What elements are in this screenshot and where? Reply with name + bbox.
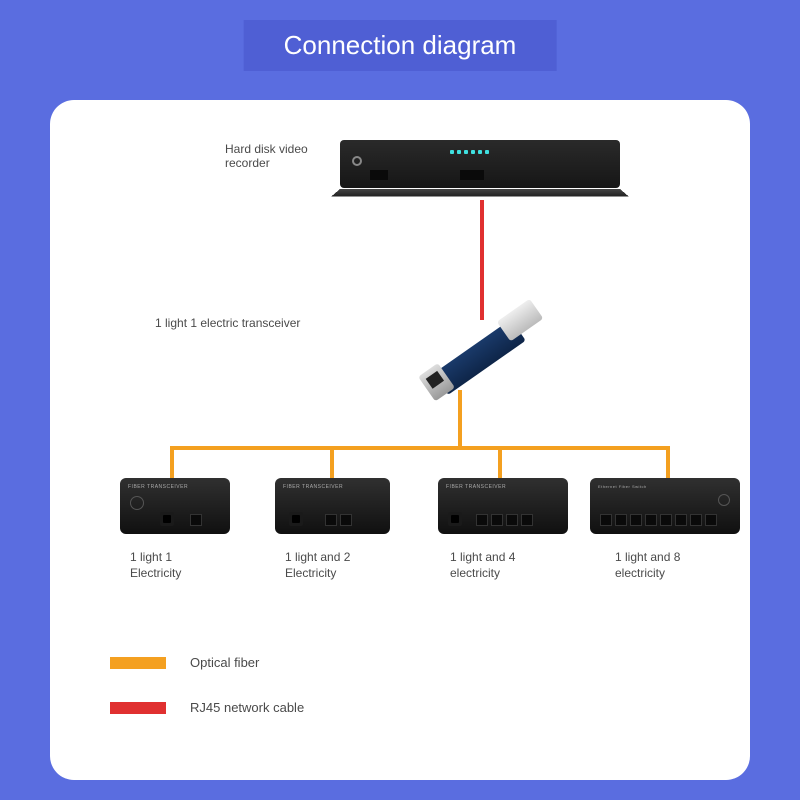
dvr-body: [340, 140, 620, 188]
legend-rj45-text: RJ45 network cable: [190, 700, 304, 715]
device-2-print: FIBER TRANSCEIVER: [283, 484, 343, 490]
device-4-label: 1 light and 8 electricity: [615, 550, 680, 581]
device-3-rj45-ports: [476, 514, 533, 526]
dvr-front-slot: [460, 170, 484, 180]
device-3-sc-port: [448, 512, 462, 526]
legend-rj45: RJ45 network cable: [110, 700, 304, 715]
dvr-base: [331, 189, 629, 197]
legend-optical-swatch: [110, 657, 166, 669]
dvr-led-row: [450, 150, 489, 154]
device-1-print: FIBER TRANSCEIVER: [128, 484, 188, 490]
device-3-body: FIBER TRANSCEIVER: [438, 478, 568, 534]
device-3-print: FIBER TRANSCEIVER: [446, 484, 506, 490]
optical-fiber-drop-1: [170, 446, 174, 480]
dvr-power-icon: [352, 156, 362, 166]
device-4: Ethernet Fiber Switch: [590, 478, 740, 534]
device-1-rj45-ports: [190, 514, 202, 526]
title-text: Connection diagram: [284, 30, 517, 60]
device-4-logo-icon: [718, 494, 730, 506]
optical-fiber-drop-4: [666, 446, 670, 480]
legend-rj45-swatch: [110, 702, 166, 714]
device-2-sc-port: [289, 512, 303, 526]
optical-fiber-drop-2: [330, 446, 334, 480]
page-title: Connection diagram: [244, 20, 557, 71]
device-3-label: 1 light and 4 electricity: [450, 550, 515, 581]
device-1-body: FIBER TRANSCEIVER: [120, 478, 230, 534]
optical-fiber-bus: [170, 446, 670, 450]
transceiver-device: [423, 296, 548, 408]
device-3: FIBER TRANSCEIVER: [438, 478, 568, 534]
device-1-sc-port: [160, 512, 174, 526]
dvr-device: [340, 140, 620, 200]
device-2-rj45-ports: [325, 514, 352, 526]
device-1-logo-icon: [130, 496, 144, 510]
device-2-label: 1 light and 2 Electricity: [285, 550, 350, 581]
diagram-card: Hard disk video recorder 1 light 1 elect…: [50, 100, 750, 780]
device-4-rj45-ports: [600, 514, 717, 526]
rj45-cable-line: [480, 200, 484, 320]
device-1-label: 1 light 1 Electricity: [130, 550, 181, 581]
transceiver-label: 1 light 1 electric transceiver: [155, 316, 300, 330]
dvr-front-port: [370, 170, 388, 180]
optical-fiber-trunk: [458, 390, 462, 448]
optical-fiber-drop-3: [498, 446, 502, 480]
device-2: FIBER TRANSCEIVER: [275, 478, 390, 534]
legend-optical-text: Optical fiber: [190, 655, 259, 670]
device-2-body: FIBER TRANSCEIVER: [275, 478, 390, 534]
device-4-body: Ethernet Fiber Switch: [590, 478, 740, 534]
device-4-print: Ethernet Fiber Switch: [598, 484, 647, 489]
legend-optical: Optical fiber: [110, 655, 259, 670]
device-1: FIBER TRANSCEIVER: [120, 478, 230, 534]
dvr-label: Hard disk video recorder: [225, 142, 308, 171]
